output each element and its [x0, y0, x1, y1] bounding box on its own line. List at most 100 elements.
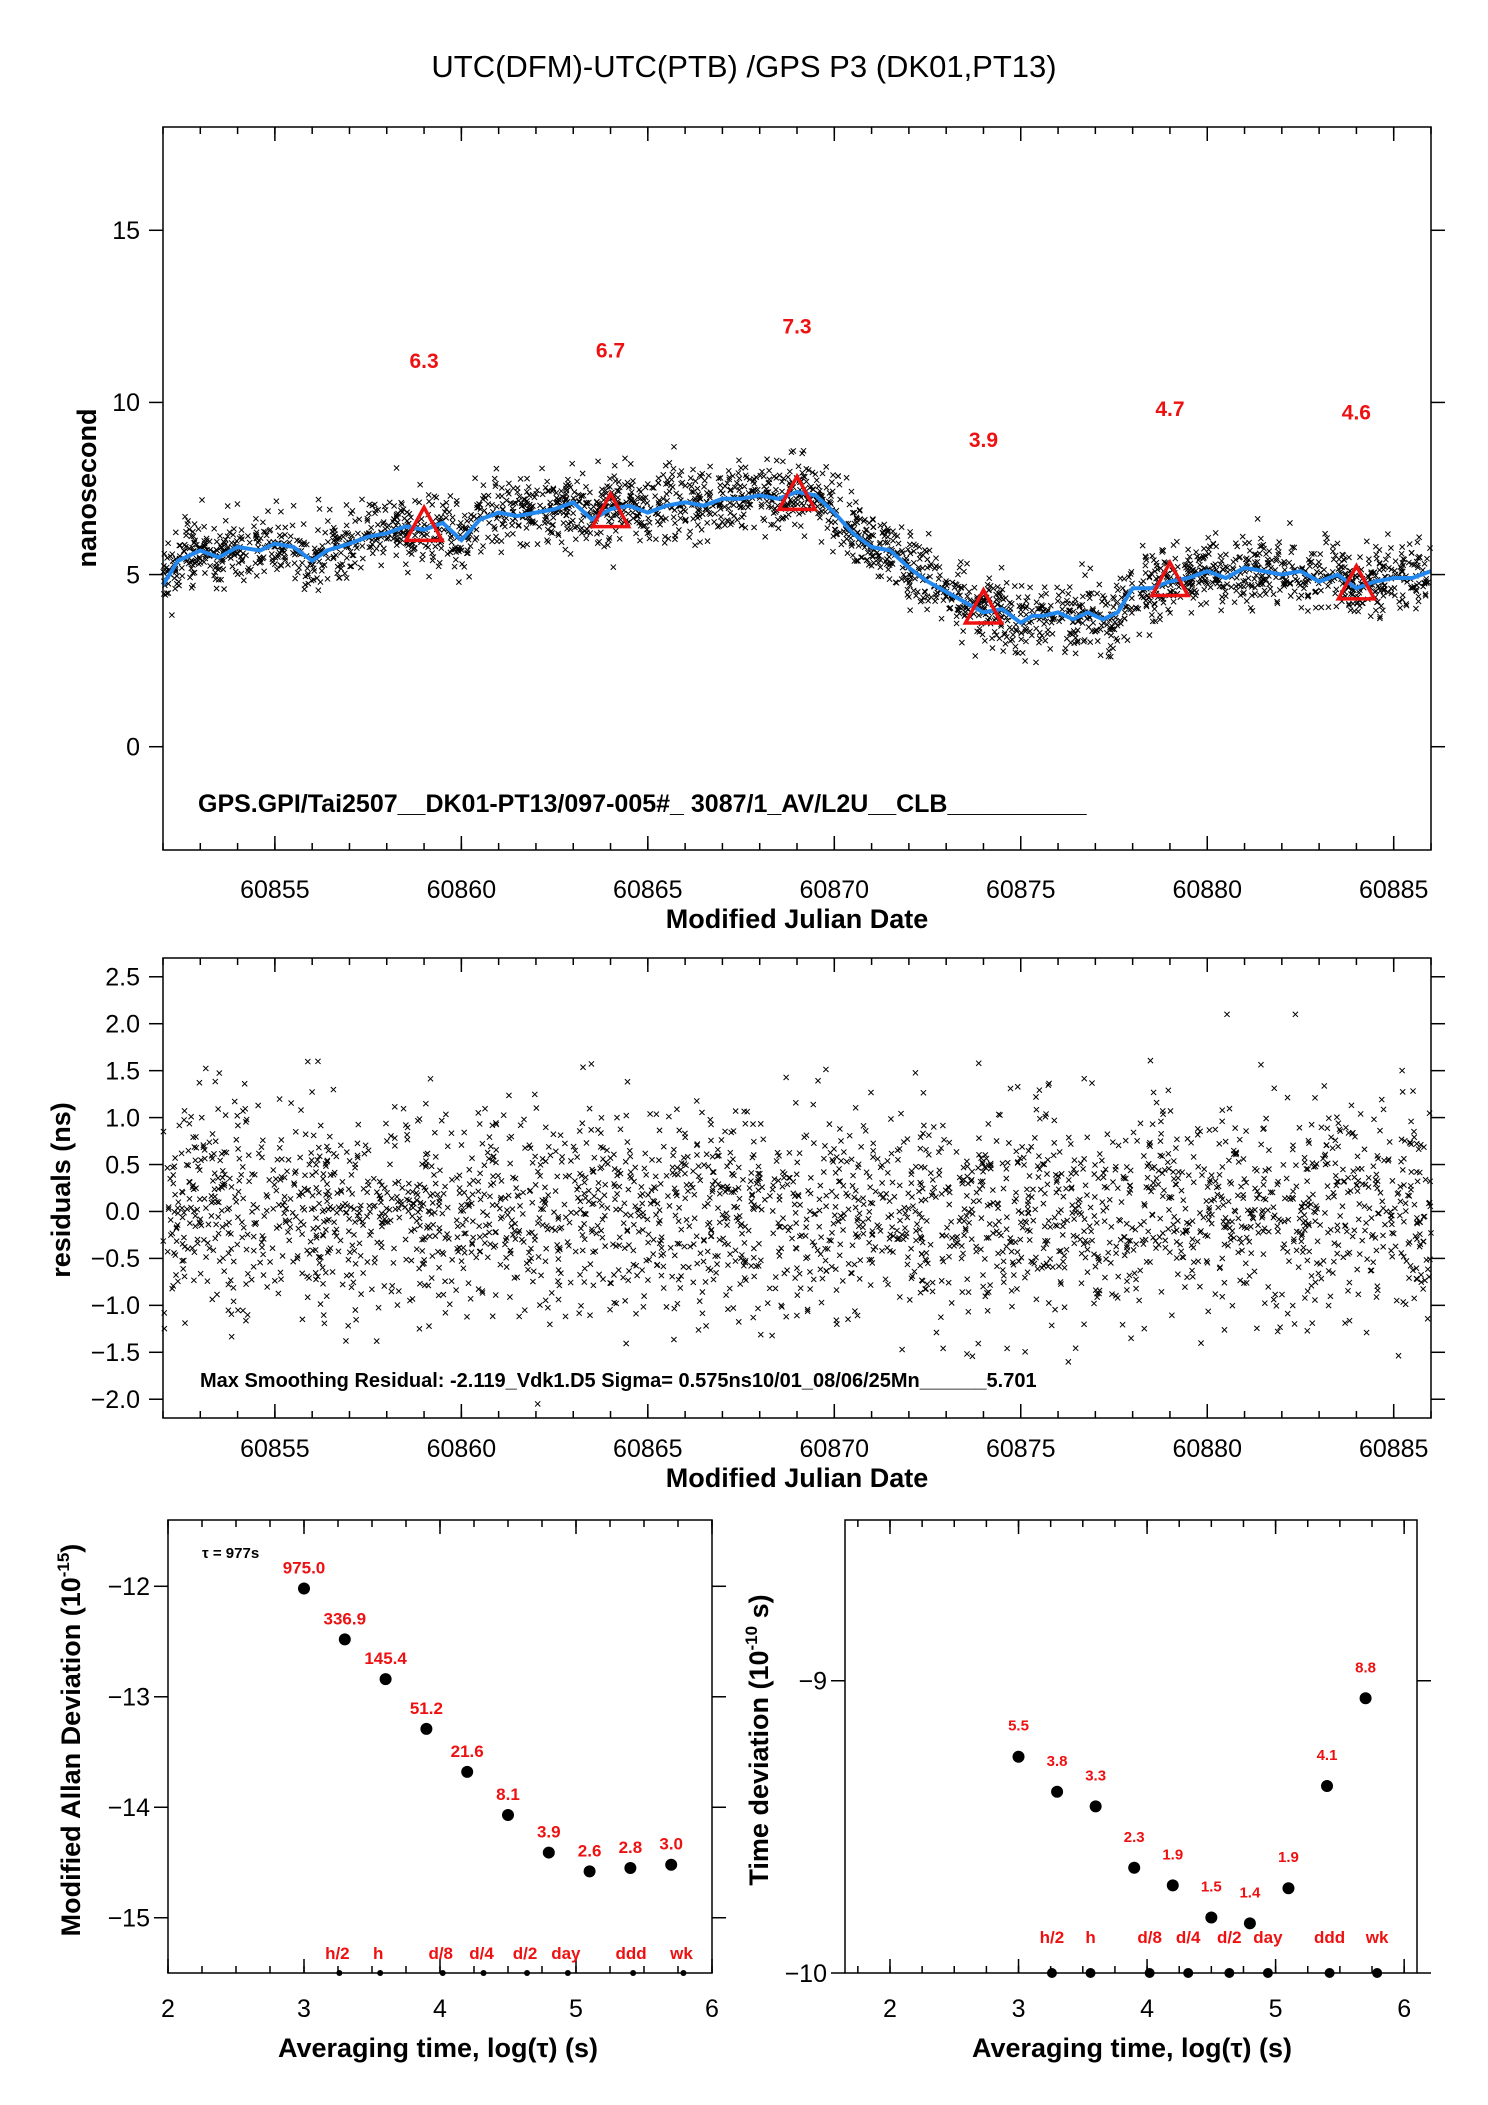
measurement-point [1312, 604, 1319, 611]
x-tick-label: 60885 [1359, 876, 1429, 904]
measurement-point [1248, 592, 1255, 599]
measurement-point [282, 554, 289, 561]
measurement-point [493, 465, 500, 472]
time-series-panel: 6.3 6.77.33.94.7 4.6 60855 60860 60865 60870 6… [72, 126, 1445, 934]
measurement-point [891, 532, 898, 539]
measurement-point [435, 563, 442, 570]
measurement-point [498, 549, 505, 556]
measurement-point [745, 489, 752, 496]
measurement-point [397, 539, 404, 546]
measurement-point [1019, 603, 1026, 610]
measurement-point [1308, 550, 1315, 557]
measurement-point [610, 511, 617, 518]
measurement-point [738, 514, 745, 521]
measurement-point [1329, 548, 1336, 555]
measurement-point [991, 628, 998, 635]
measurement-point [453, 497, 460, 504]
measurement-point [230, 531, 237, 538]
measurement-point [870, 559, 877, 566]
measurement-point [498, 485, 505, 491]
measurement-point [1148, 570, 1155, 577]
measurement-point [211, 525, 218, 532]
measurement-point [586, 489, 593, 496]
measurement-point [1273, 555, 1280, 562]
measurement-point [853, 514, 860, 521]
measurement-point [311, 545, 318, 552]
measurement-point [269, 556, 276, 563]
measurement-point [319, 562, 326, 569]
measurement-point [1346, 602, 1352, 609]
measurement-point [687, 475, 694, 482]
measurement-point [616, 484, 623, 491]
measurement-point [707, 463, 714, 470]
measurement-point [933, 555, 939, 562]
measurement-point [848, 488, 855, 495]
measurement-point [727, 486, 734, 493]
measurement-point [217, 533, 223, 539]
measurement-point [1054, 584, 1061, 591]
measurement-point [736, 457, 742, 464]
measurement-point [1196, 561, 1203, 568]
measurement-point [828, 479, 835, 486]
measurement-point [1142, 553, 1149, 560]
measurement-point [1222, 588, 1229, 595]
measurement-point [493, 515, 500, 522]
measurement-point [1023, 598, 1030, 604]
marker-label: 7.3 [782, 316, 811, 339]
measurement-point [1322, 530, 1329, 537]
measurement-point [898, 524, 905, 531]
measurement-point [1110, 604, 1117, 611]
measurement-point [881, 533, 888, 540]
measurement-point [966, 588, 973, 595]
measurement-point [690, 489, 697, 495]
measurement-point [716, 523, 723, 529]
measurement-point [1157, 565, 1164, 572]
measurement-point [740, 511, 747, 518]
measurement-point [822, 508, 829, 515]
measurement-point [1230, 558, 1237, 565]
measurement-point [391, 502, 398, 509]
measurement-point [1243, 598, 1250, 604]
measurement-point [829, 548, 836, 555]
measurement-point [224, 533, 231, 540]
measurement-point [1128, 609, 1135, 616]
measurement-point [373, 545, 380, 552]
measurement-point [736, 475, 743, 482]
measurement-point [1062, 645, 1069, 652]
measurement-point [1257, 535, 1264, 542]
measurement-point [629, 477, 636, 484]
measurement-point [725, 467, 732, 474]
measurement-point [517, 475, 524, 482]
measurement-point [714, 523, 721, 530]
measurement-point [1367, 613, 1374, 620]
measurement-point [731, 512, 738, 519]
measurement-point [1157, 616, 1163, 623]
measurement-point [234, 571, 241, 578]
measurement-point [534, 541, 541, 548]
measurement-point [539, 491, 546, 498]
measurement-point [1114, 637, 1121, 644]
measurement-point [259, 519, 266, 526]
measurement-point [659, 517, 666, 524]
measurement-point [549, 522, 556, 529]
measurement-point [998, 564, 1005, 571]
measurement-point [343, 575, 350, 581]
measurement-point [1224, 581, 1231, 588]
measurement-point [697, 539, 704, 546]
measurement-point [593, 530, 600, 537]
measurement-point [975, 612, 982, 619]
measurement-point [1289, 544, 1296, 551]
measurement-point [1100, 620, 1107, 626]
measurement-point [1281, 566, 1288, 573]
measurement-point [275, 524, 282, 531]
measurement-point [201, 570, 208, 576]
measurement-point [325, 539, 331, 545]
measurement-point [604, 542, 611, 549]
measurement-point [356, 516, 363, 523]
measurement-point [393, 542, 400, 549]
measurement-point [1266, 581, 1273, 588]
measurement-point [730, 502, 737, 508]
measurement-point [637, 537, 643, 544]
measurement-point [1018, 582, 1025, 589]
measurement-point [1028, 618, 1035, 625]
